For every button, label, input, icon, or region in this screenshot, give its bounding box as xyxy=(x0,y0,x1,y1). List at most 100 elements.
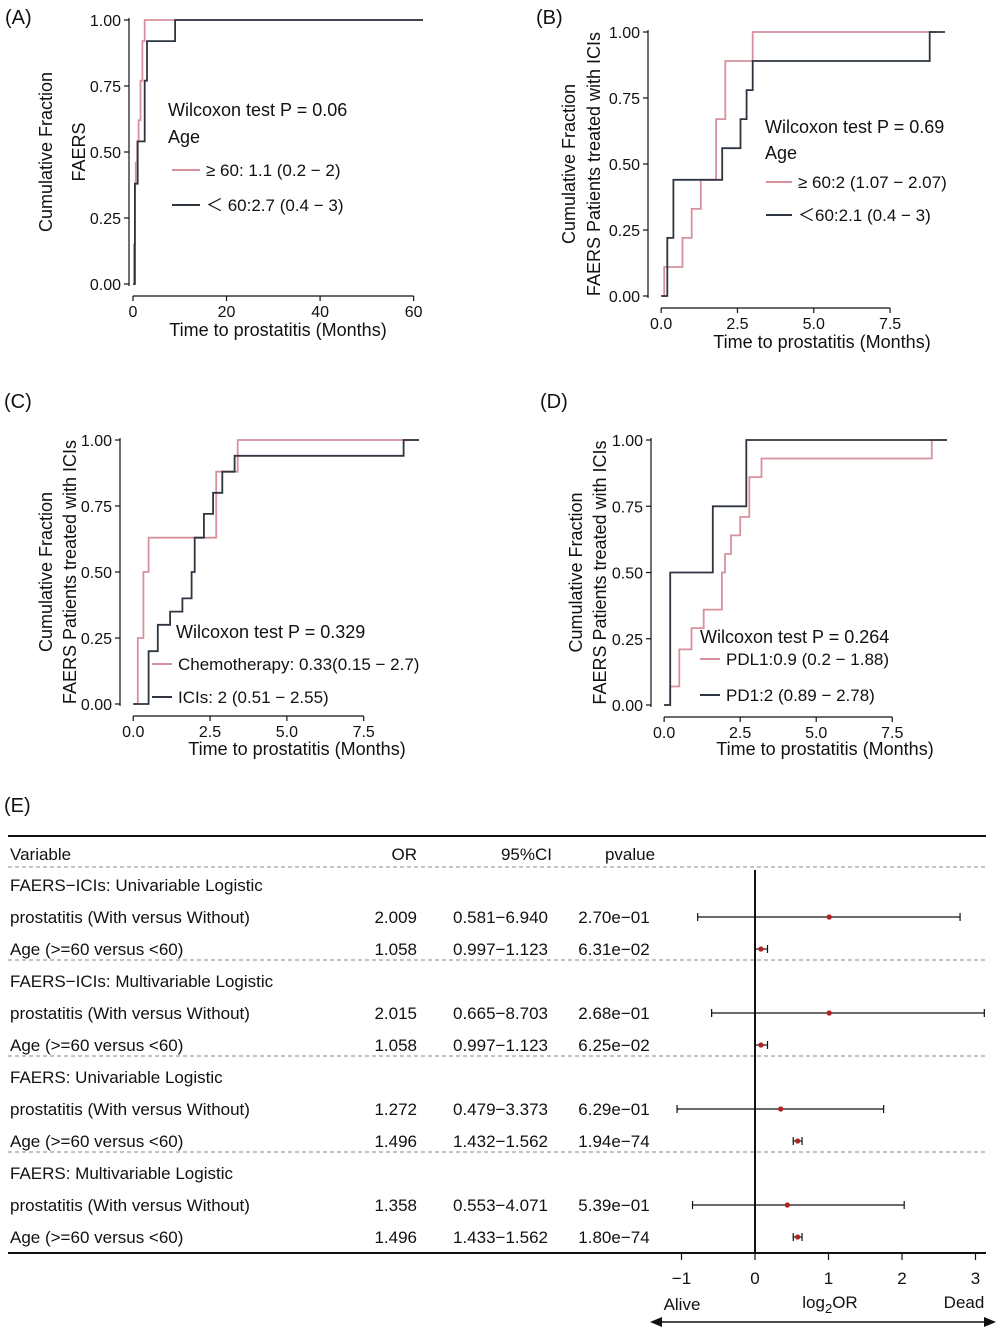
panel-d-y-tick-label: 0.00 xyxy=(612,698,643,715)
forest-group-title: FAERS: Univariable Logistic xyxy=(10,1068,223,1087)
panel-c-series-2-line xyxy=(133,439,419,705)
forest-row-pvalue: 1.80e−74 xyxy=(578,1228,649,1247)
forest-row-pvalue: 5.39e−01 xyxy=(578,1196,649,1215)
panel-b-x-tick-label: 5.0 xyxy=(803,316,825,333)
panel-d-x-tick-label: 2.5 xyxy=(729,725,751,742)
forest-row-ci: 0.479−3.373 xyxy=(453,1100,548,1119)
panel-d-series-1-line xyxy=(664,439,947,706)
panel-b-label: (B) xyxy=(536,7,563,29)
forest-row-variable: Age (>=60 versus <60) xyxy=(10,1036,183,1055)
panel-d-y-tick-label: 1.00 xyxy=(612,433,643,450)
panel-d-series-2-line xyxy=(664,439,947,706)
forest-row-ci: 1.432−1.562 xyxy=(453,1132,548,1151)
panel-b-y-tick-label: 1.00 xyxy=(609,25,640,42)
panel-d-x-label: Time to prostatitis (Months) xyxy=(716,739,933,759)
forest-row-or: 1.058 xyxy=(374,1036,417,1055)
forest-row-variable: prostatitis (With versus Without) xyxy=(10,1196,250,1215)
panel-b-y-label-line-1: Cumulative Fraction xyxy=(559,84,579,244)
panel-c-label: (C) xyxy=(4,391,32,413)
panel-b-x-tick-label: 2.5 xyxy=(726,316,748,333)
forest-row-point xyxy=(795,1234,801,1240)
panel-c-y-label-line-2: FAERS Patients treated with ICIs xyxy=(60,440,80,704)
panel-d-legend-label-1: PDL1:0.9 (0.2 − 1.88) xyxy=(726,650,889,669)
panel-a-y-tick-label: 0.00 xyxy=(90,277,121,294)
forest-header-variable: Variable xyxy=(10,845,71,864)
forest-row-variable: prostatitis (With versus Without) xyxy=(10,1004,250,1023)
forest-row-ci: 1.433−1.562 xyxy=(453,1228,548,1247)
panel-a-annotation: Wilcoxon test P = 0.06 xyxy=(168,100,347,120)
panel-d-y-tick-label: 0.75 xyxy=(612,499,643,516)
forest-x-tick-label: 3 xyxy=(971,1269,980,1288)
panel-b-series-2-line xyxy=(661,31,945,297)
panel-b-x-tick-label: 0.0 xyxy=(650,316,672,333)
forest-row-point xyxy=(758,946,764,952)
forest-row-or: 1.058 xyxy=(374,940,417,959)
panel-a-series-2-line xyxy=(133,19,423,285)
panel-a-x-tick-label: 20 xyxy=(218,304,236,321)
forest-row-pvalue: 6.29e−01 xyxy=(578,1100,649,1119)
forest-row-ci: 0.665−8.703 xyxy=(453,1004,548,1023)
panel-a-y-tick-label: 0.25 xyxy=(90,211,121,228)
forest-row-or: 2.009 xyxy=(374,908,417,927)
forest-row-point xyxy=(795,1138,801,1144)
panel-a-series-1-line xyxy=(133,19,423,285)
forest-x-tick-label: 0 xyxy=(750,1269,759,1288)
forest-row-pvalue: 6.31e−02 xyxy=(578,940,649,959)
panel-c-y-tick-label: 0.75 xyxy=(81,499,112,516)
forest-row-pvalue: 2.70e−01 xyxy=(578,908,649,927)
panel-c-y-tick-label: 0.00 xyxy=(81,697,112,714)
panel-c-x-tick-label: 7.5 xyxy=(353,724,375,741)
forest-row-variable: prostatitis (With versus Without) xyxy=(10,908,250,927)
panel-c-y-tick-label: 0.50 xyxy=(81,565,112,582)
panel-c-x-tick-label: 2.5 xyxy=(199,724,221,741)
panel-d-y-tick-label: 0.50 xyxy=(612,566,643,583)
panel-a-x-tick-label: 40 xyxy=(311,304,329,321)
panel-d-x-tick-label: 7.5 xyxy=(881,725,903,742)
forest-row-ci: 0.553−4.071 xyxy=(453,1196,548,1215)
panel-b-y-tick-label: 0.75 xyxy=(609,91,640,108)
panel-a-annotation: Age xyxy=(168,127,200,147)
forest-left-label: Alive xyxy=(664,1295,701,1314)
panel-d-label: (D) xyxy=(540,391,568,413)
panel-a-x-tick-label: 0 xyxy=(129,304,138,321)
forest-group-title: FAERS: Multivariable Logistic xyxy=(10,1164,233,1183)
panel-b-legend-label-2: ＜60:2.1 (0.4 − 3) xyxy=(798,206,931,225)
forest-row-or: 1.358 xyxy=(374,1196,417,1215)
forest-x-tick-label: 2 xyxy=(897,1269,906,1288)
forest-header-or: OR xyxy=(392,845,418,864)
panel-b-annotation: Age xyxy=(765,143,797,163)
panel-d-y-label-line-2: FAERS Patients treated with ICIs xyxy=(590,440,610,704)
forest-arrow-head-right xyxy=(984,1317,996,1327)
forest-row-variable: Age (>=60 versus <60) xyxy=(10,1228,183,1247)
panel-d-y-tick-label: 0.25 xyxy=(612,632,643,649)
panel-c-y-label-line-1: Cumulative Fraction xyxy=(36,492,56,652)
panel-a-y-label-line-1: Cumulative Fraction xyxy=(36,72,56,232)
forest-row-ci: 0.997−1.123 xyxy=(453,940,548,959)
forest-arrow-head-left xyxy=(650,1317,662,1327)
panel-a-legend-label-2: ＜ 60:2.7 (0.4 − 3) xyxy=(206,196,344,215)
panel-c-legend-label-2: ICIs: 2 (0.51 − 2.55) xyxy=(178,688,329,707)
forest-row-variable: Age (>=60 versus <60) xyxy=(10,940,183,959)
forest-right-label: Dead xyxy=(944,1293,985,1312)
forest-row-ci: 0.997−1.123 xyxy=(453,1036,548,1055)
panel-a-y-label-line-2: FAERS xyxy=(69,122,89,181)
panel-d-x-tick-label: 5.0 xyxy=(805,725,827,742)
forest-group-title: FAERS−ICIs: Univariable Logistic xyxy=(10,876,263,895)
panel-d-x-tick-label: 0.0 xyxy=(653,725,675,742)
panel-b-annotation: Wilcoxon test P = 0.69 xyxy=(765,117,944,137)
forest-header-pvalue: pvalue xyxy=(605,845,655,864)
panel-a-y-tick-label: 0.75 xyxy=(90,79,121,96)
panel-d-y-label-line-1: Cumulative Fraction xyxy=(566,492,586,652)
forest-header-95ci: 95%CI xyxy=(501,845,552,864)
panel-a-legend-label-1: ≥ 60: 1.1 (0.2 − 2) xyxy=(206,161,341,180)
panel-e-label: (E) xyxy=(4,795,31,817)
panel-b-series-1-line xyxy=(661,31,936,297)
panel-a-x-label: Time to prostatitis (Months) xyxy=(169,320,386,340)
forest-x-tick-label: 1 xyxy=(824,1269,833,1288)
panel-c-y-tick-label: 1.00 xyxy=(81,433,112,450)
panel-c-legend-label-1: Chemotherapy: 0.33(0.15 − 2.7) xyxy=(178,655,419,674)
panel-a-x-tick-label: 60 xyxy=(405,304,423,321)
forest-row-point xyxy=(778,1106,784,1112)
forest-x-tick-label: −1 xyxy=(672,1269,691,1288)
